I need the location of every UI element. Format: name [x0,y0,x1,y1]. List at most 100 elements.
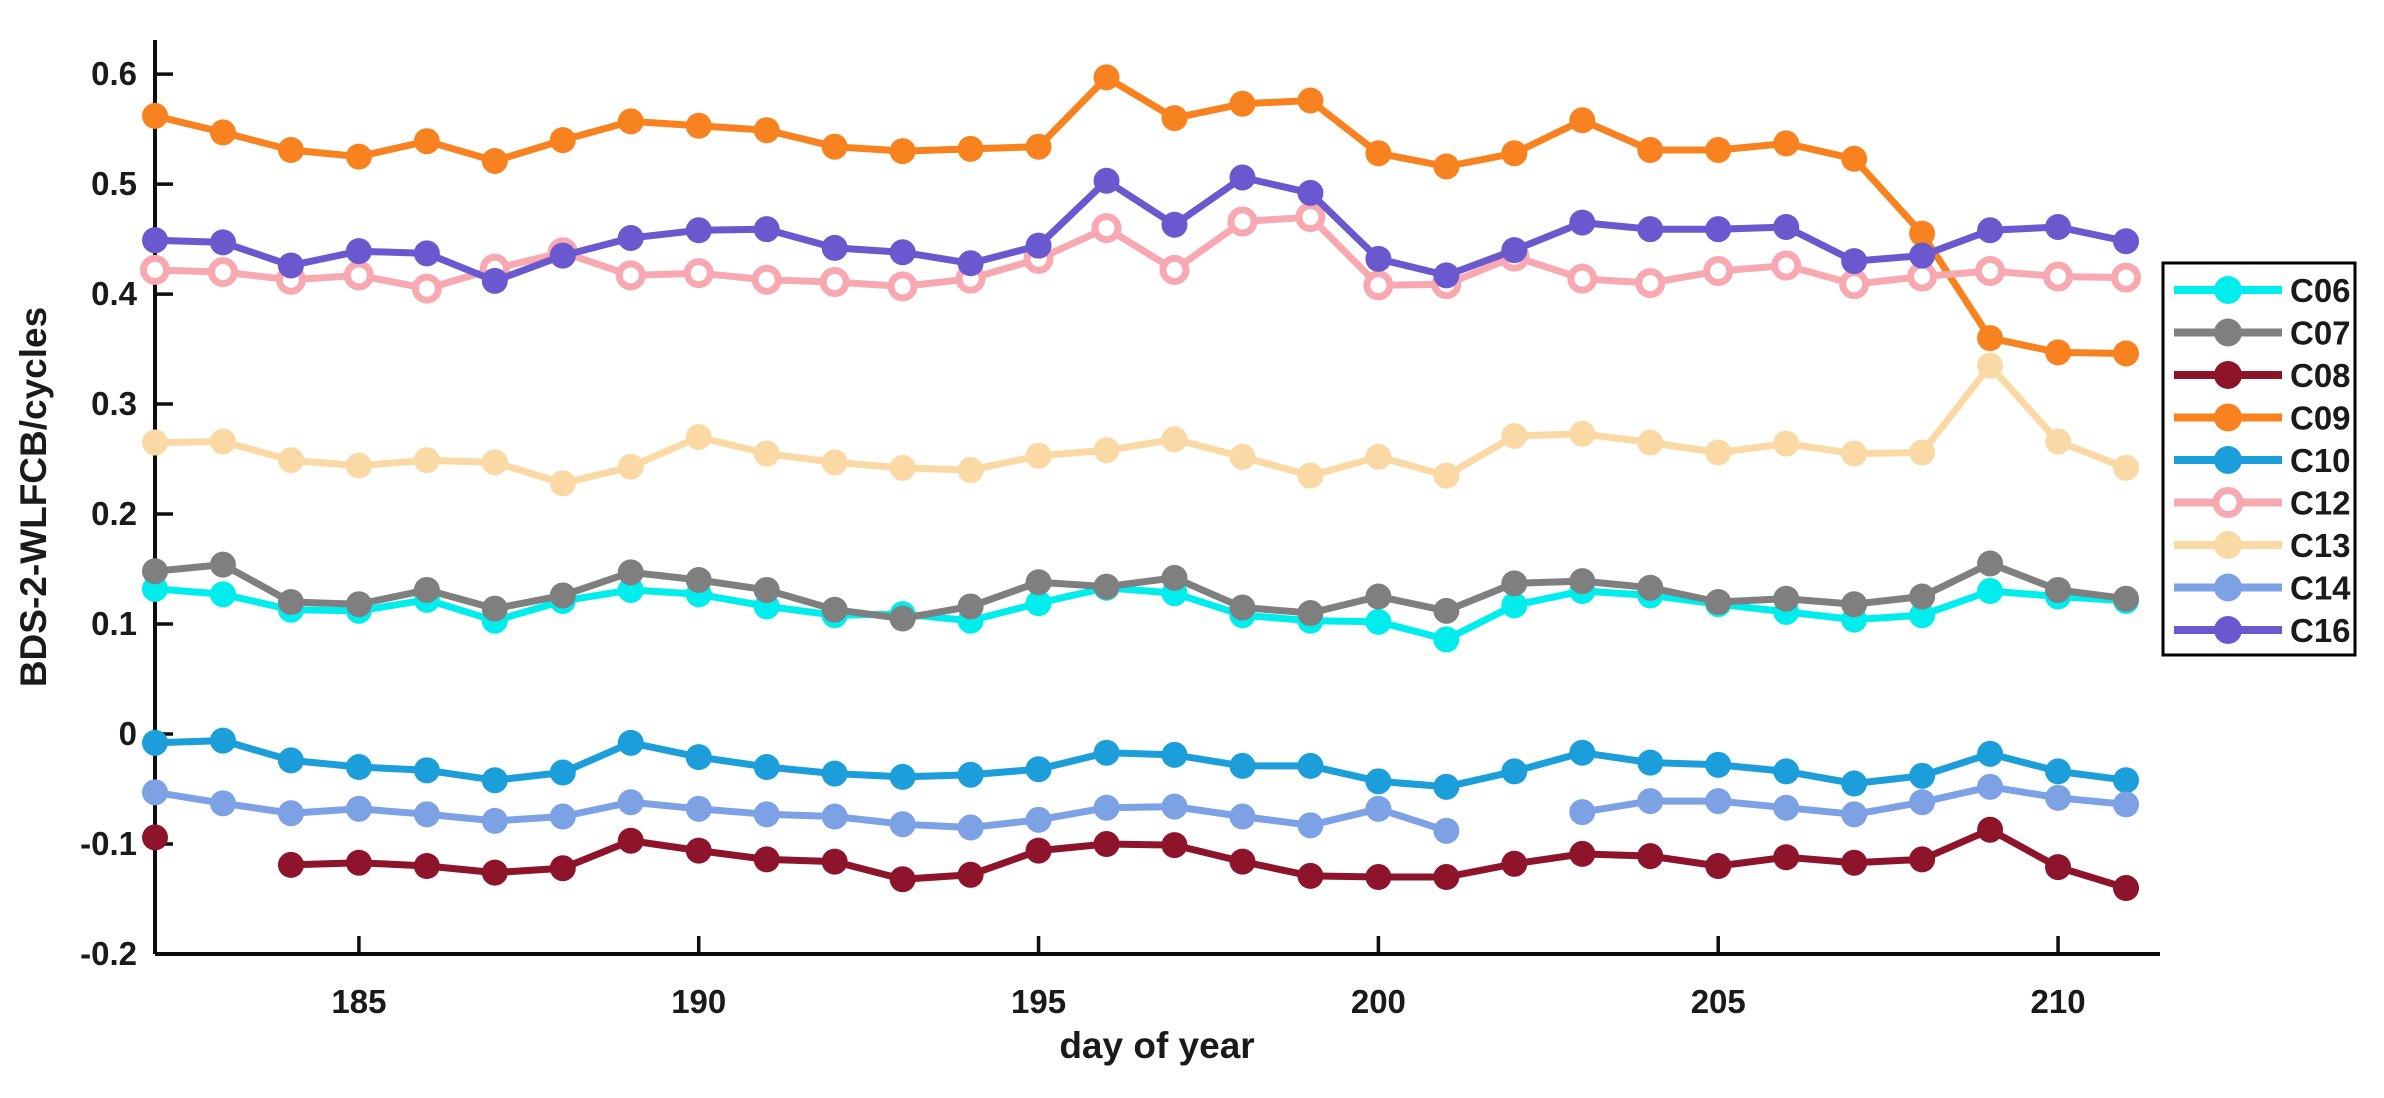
series-C14-marker [889,811,916,838]
series-C16-marker [1365,245,1392,272]
legend-marker [2214,318,2242,347]
series-C10-marker [1909,762,1936,789]
legend-marker [2212,487,2244,518]
series-C12-marker [2043,261,2074,292]
series-C09-marker [549,127,576,154]
series-C10-marker [889,763,916,790]
series-C07-marker [753,576,780,603]
series-C09-marker [2045,339,2072,366]
series-C12-marker [887,271,918,302]
legend: C06 C07 C08 C09 C10 C12 C13 C14 C16 [2161,261,2357,657]
series-C08-marker [549,855,576,882]
series-C06-marker [1909,602,1936,629]
series-C09-marker [1161,105,1188,132]
series-C14-marker [1569,799,1596,826]
legend-label-c07: C07 [2290,315,2351,352]
series-C13-marker [753,440,780,467]
series-C13-marker [1433,462,1460,489]
series-C12-marker [1703,255,1734,286]
series-C10-marker [1841,770,1868,797]
series-C07-marker [1637,574,1664,601]
series-C09-marker [1841,145,1868,172]
series-C16-marker [1433,262,1460,289]
series-C14-marker [1161,793,1188,820]
series-C12-marker [411,273,442,304]
series-C14-marker [1841,801,1868,828]
series-C14-marker [549,803,576,830]
series-C08-marker [277,851,304,878]
series-C14-marker [481,807,508,834]
series-C14-marker [142,779,168,806]
series-C09-marker [209,119,236,146]
series-C10-marker [617,729,644,756]
series-C09-marker [413,128,440,155]
series-C07-marker [481,595,508,622]
series-C10-marker [1637,749,1664,776]
series-C08-marker [753,846,780,873]
legend-marker [2214,446,2242,474]
series-C08-marker [1841,849,1868,876]
series-C13 [142,352,2140,497]
series-C16-marker [1161,211,1188,238]
series-C08-marker [2113,875,2140,902]
legend-marker [2214,276,2242,304]
series-C10-marker [1365,768,1392,795]
y-tick-label: 0.5 [91,165,137,202]
series-C07-marker [1705,589,1732,616]
series-C13-marker [1841,440,1868,467]
series-C07-marker [889,605,916,632]
series-C07-marker [821,596,848,623]
series-C07-marker [1569,568,1596,595]
series-C12-marker [207,257,238,288]
series-C12-marker [819,266,850,297]
series-C09-marker [1093,64,1120,91]
series-C08-line [287,826,2130,892]
series-C13-marker [1977,352,2004,379]
series-C16-marker [1569,209,1596,236]
series-C16-marker [1705,216,1732,243]
series-C08-marker [685,837,712,864]
series-C07-marker [1025,569,1052,596]
series-C14-marker [1365,795,1392,822]
series-C16-marker [1297,179,1324,206]
series-C10-marker [1501,758,1528,785]
series-C09-marker [685,112,712,139]
legend-item-c14: C14 [2174,570,2351,607]
series-C16-marker [1841,248,1868,275]
legend-item-c10: C10 [2174,442,2351,479]
series-C09-marker [1297,87,1324,114]
series-C12-marker [1771,250,1802,281]
x-tick-label: 200 [1351,983,1406,1020]
series-C09-marker [889,138,916,165]
series-C12-marker [343,260,374,291]
series-C09-marker [1909,220,1936,247]
series-C10-marker [413,757,440,784]
y-tick-label: 0 [119,715,137,752]
series-C16-marker [1977,217,2004,244]
series-C14 [142,773,2140,844]
series-C12-marker [683,258,714,289]
series-C09-marker [1229,90,1256,117]
series-C10-marker [685,744,712,771]
series-C12-marker [1839,269,1870,300]
series-C14-marker [957,814,984,841]
legend-marker [2214,361,2242,389]
series-C08-marker [957,861,984,888]
series-C07-marker [413,576,440,603]
series-C13-marker [821,449,848,476]
series-C08-marker [1637,843,1664,870]
series-C07-marker [1433,597,1460,624]
series-C08-marker [2045,854,2072,881]
series-layer [140,64,2142,902]
series-C13-marker [2045,428,2072,455]
series-C14-marker [1025,806,1052,833]
y-tick-label: -0.1 [80,825,137,862]
series-C12-marker [2111,262,2142,293]
series-C10-marker [957,761,984,788]
series-C06-marker [209,581,236,608]
series-C16-marker [1093,167,1120,194]
series-C14-marker [2113,791,2140,818]
series-C07-marker [1297,600,1324,627]
series-C07-marker [617,559,644,586]
